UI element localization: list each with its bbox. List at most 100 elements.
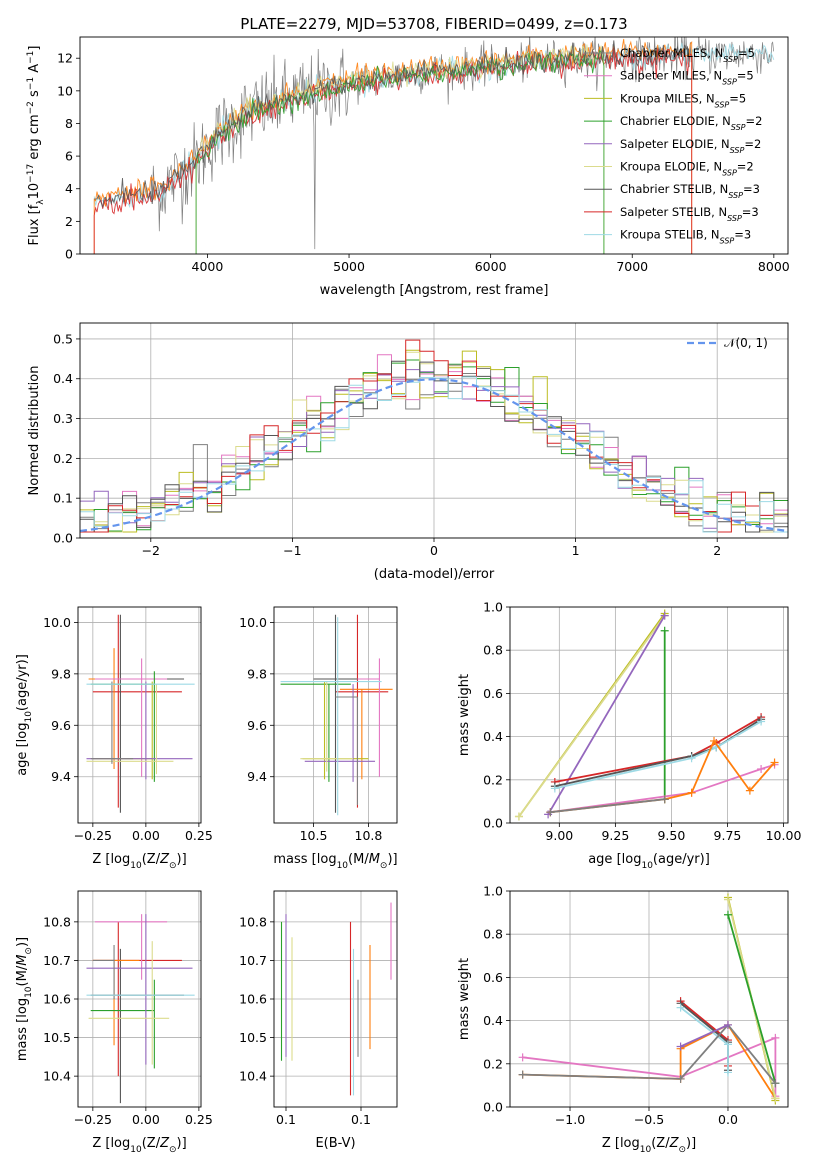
plot-area <box>510 891 788 1107</box>
weight-series-line <box>518 615 666 818</box>
weight-point <box>514 812 523 821</box>
weight-series-line <box>554 720 762 790</box>
weight-series-line <box>550 798 665 814</box>
x-tick-label: −0.5 <box>634 1112 664 1127</box>
weight-point <box>757 717 766 726</box>
weight-point <box>676 1042 685 1051</box>
x-axis-label: Z [log10(Z/Z⊙)] <box>92 1136 186 1155</box>
y-tick-label: 12 <box>57 51 73 66</box>
legend-label: Salpeter MILES, NSSP=5 <box>620 69 754 87</box>
legend: 𝒩(0, 1) <box>687 336 768 350</box>
figure-title: PLATE=2279, MJD=53708, FIBERID=0499, z=0… <box>240 15 627 33</box>
y-tick-label: 10.6 <box>239 992 267 1007</box>
weight-point <box>771 1033 780 1042</box>
x-tick-label: −0.25 <box>74 1112 112 1127</box>
x-tick-label: −1 <box>283 543 301 558</box>
y-tick-label: 9.8 <box>51 666 71 681</box>
weight-point <box>723 1040 732 1049</box>
y-axis-label: mass [log10(M/M⊙)] <box>15 937 34 1061</box>
y-tick-label: 0.4 <box>53 371 73 386</box>
axes-frame <box>79 322 789 539</box>
legend-label: Salpeter ELODIE, NSSP=2 <box>620 137 761 155</box>
x-tick-label: 0.1 <box>276 1112 296 1127</box>
y-tick-label: 10.4 <box>239 1069 267 1084</box>
axes-frame <box>77 606 202 824</box>
plot-area <box>78 607 201 823</box>
y-tick-label: 0.0 <box>53 531 73 546</box>
axes-frame <box>509 606 789 824</box>
panel-mass-vs-z: −0.25 0.00 0.25 10.4 10.5 10.6 10.7 10.8 Z [log1… <box>15 890 213 1155</box>
panel-age-vs-mass: 10.5 10.8 9.4 9.6 9.8 10.0 mass [log10(M/M⊙)] <box>239 606 398 871</box>
y-tick-label: 9.4 <box>247 769 267 784</box>
weight-point <box>518 1070 527 1079</box>
x-tick-label: 8000 <box>758 259 790 274</box>
y-axis-label: Normed distribution <box>27 366 42 496</box>
y-axis-label: Flux [fλ10−17 erg cm−2 s−1 A−1] <box>26 46 46 246</box>
y-tick-label: 10.8 <box>239 914 267 929</box>
y-tick-label: 0.8 <box>483 643 503 658</box>
weight-series-line <box>680 1024 729 1048</box>
x-axis-label: age [log10(age/yr)] <box>588 852 710 871</box>
legend-label: Chabrier MILES, NSSP=5 <box>620 46 755 64</box>
weight-point <box>771 1094 780 1103</box>
x-tick-label: 4000 <box>192 259 224 274</box>
y-tick-label: 0.1 <box>53 491 73 506</box>
histogram-step-line <box>80 364 788 533</box>
y-tick-label: 0.3 <box>53 411 73 426</box>
x-axis-label: wavelength [Angstrom, rest frame] <box>320 283 549 298</box>
y-tick-label: 6 <box>65 149 73 164</box>
x-tick-label: 9.00 <box>545 828 573 843</box>
y-tick-label: 10 <box>57 83 73 98</box>
y-tick-label: 0 <box>65 247 73 262</box>
x-tick-label: 10.5 <box>300 828 328 843</box>
y-tick-label: 1.0 <box>483 884 503 899</box>
plot-area <box>274 891 397 1107</box>
y-tick-label: 8 <box>65 116 73 131</box>
weight-point <box>550 784 559 793</box>
x-tick-label: 9.50 <box>657 828 685 843</box>
plot-area <box>78 891 201 1107</box>
axes-frame <box>273 890 398 1108</box>
weight-point <box>723 1068 732 1077</box>
x-axis-label: (data-model)/error <box>374 567 495 582</box>
panel-age-vs-z: −0.25 0.00 0.25 9.4 9.6 9.8 10.0 Z [log10(Z/Z⊙)… <box>15 606 213 871</box>
weight-series-line <box>550 763 775 814</box>
weight-point <box>723 895 732 904</box>
legend-label: 𝒩(0, 1) <box>724 336 768 350</box>
y-tick-label: 9.6 <box>247 718 267 733</box>
x-axis-label: E(B-V) <box>315 1136 355 1151</box>
weight-point <box>660 611 669 620</box>
panel-weight-vs-age: 9.00 9.25 9.50 9.75 10.00 0.0 0.2 0.4 0.6 0.8 1.0 a… <box>457 600 801 872</box>
x-tick-label: 0.00 <box>132 1112 160 1127</box>
x-tick-label: −2 <box>142 543 160 558</box>
x-axis-label: Z [log10(Z/Z⊙)] <box>602 1136 696 1155</box>
y-tick-label: 0.4 <box>483 1013 503 1028</box>
x-tick-label: 9.25 <box>601 828 629 843</box>
y-axis-label: age [log10(age/yr)] <box>15 654 34 776</box>
axes-frame <box>79 36 789 255</box>
y-tick-label: 10.5 <box>239 1030 267 1045</box>
legend-label: Chabrier ELODIE, NSSP=2 <box>620 114 762 132</box>
weight-point <box>660 626 669 635</box>
weight-point <box>723 910 732 919</box>
weight-point <box>518 1053 527 1062</box>
y-tick-label: 2 <box>65 214 73 229</box>
plot-area <box>274 607 397 823</box>
plot-area <box>93 37 775 254</box>
x-tick-label: 9.75 <box>714 828 742 843</box>
legend-label: Salpeter STELIB, NSSP=3 <box>620 205 759 223</box>
plot-area <box>510 607 788 823</box>
legend-label: Chabrier STELIB, NSSP=3 <box>620 182 760 200</box>
x-tick-label: 2 <box>713 543 721 558</box>
x-tick-label: 0 <box>430 543 438 558</box>
legend-label: Kroupa STELIB, NSSP=3 <box>620 228 751 246</box>
weight-point <box>546 808 555 817</box>
weight-series-line <box>522 1023 777 1084</box>
panel-mass-vs-ebv: 0.1 0.1 10.4 10.5 10.6 10.7 10.8 E(B-V) <box>239 890 398 1151</box>
legend-label: Kroupa ELODIE, NSSP=2 <box>620 160 754 178</box>
y-tick-label: 0.8 <box>483 927 503 942</box>
x-tick-label: 0.0 <box>718 1112 738 1127</box>
weight-series-line <box>554 716 762 783</box>
y-tick-label: 10.5 <box>43 1030 71 1045</box>
weight-point <box>770 758 779 767</box>
